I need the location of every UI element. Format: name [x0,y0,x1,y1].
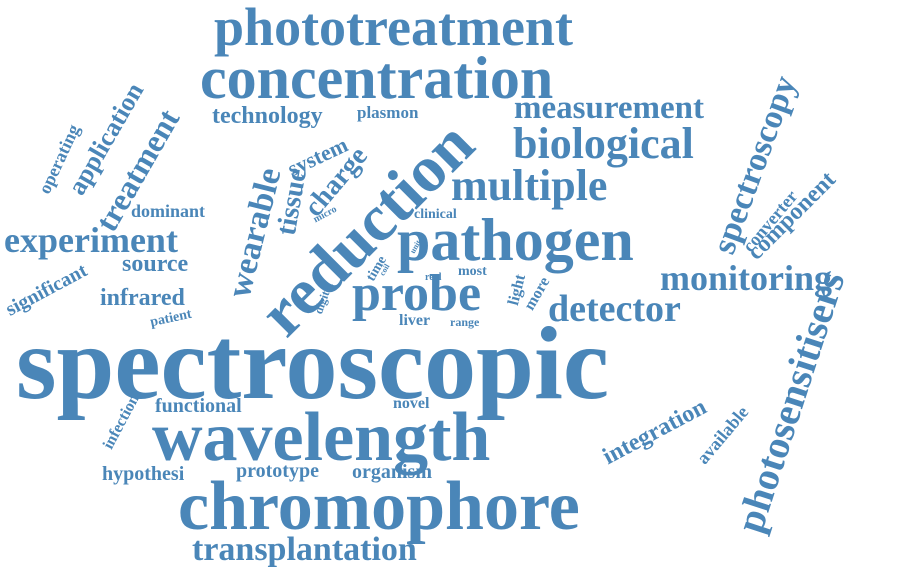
word-real: real [425,272,442,283]
word-spectroscopic: spectroscopic [16,306,610,421]
word-monitoring: monitoring [660,258,833,298]
word-concentration: concentration [200,45,554,111]
word-pathogen: pathogen [397,207,634,273]
word-multiple: multiple [451,161,608,210]
word-infrared: infrared [100,285,185,311]
word-chromophore: chromophore [178,468,580,545]
word-biological: biological [513,119,694,168]
word-phototreatment: phototreatment [214,0,573,57]
word-dominant: dominant [131,201,206,221]
word-clinical: clinical [414,207,457,222]
word-novel: novel [393,395,430,412]
word-prototype: prototype [236,460,319,482]
word-hypothesi: hypothesi [102,463,185,485]
word-technology: technology [212,103,323,129]
word-probe: probe [352,265,482,322]
word-experiment: experiment [4,220,178,260]
word-most: most [458,264,487,279]
word-detector: detector [548,288,681,330]
word-integration: integration [598,393,711,471]
word-functional: functional [155,395,242,417]
word-liver: liver [399,312,431,329]
word-plasmon: plasmon [357,103,419,122]
word-transplantation: transplantation [192,531,417,568]
word-organism: organism [352,461,432,483]
word-range: range [450,315,480,329]
word-photosensitisers: photosensitisers [726,265,854,538]
word-source: source [122,251,189,277]
word-measurement: measurement [514,90,705,126]
word-wavelength: wavelength [152,399,491,476]
